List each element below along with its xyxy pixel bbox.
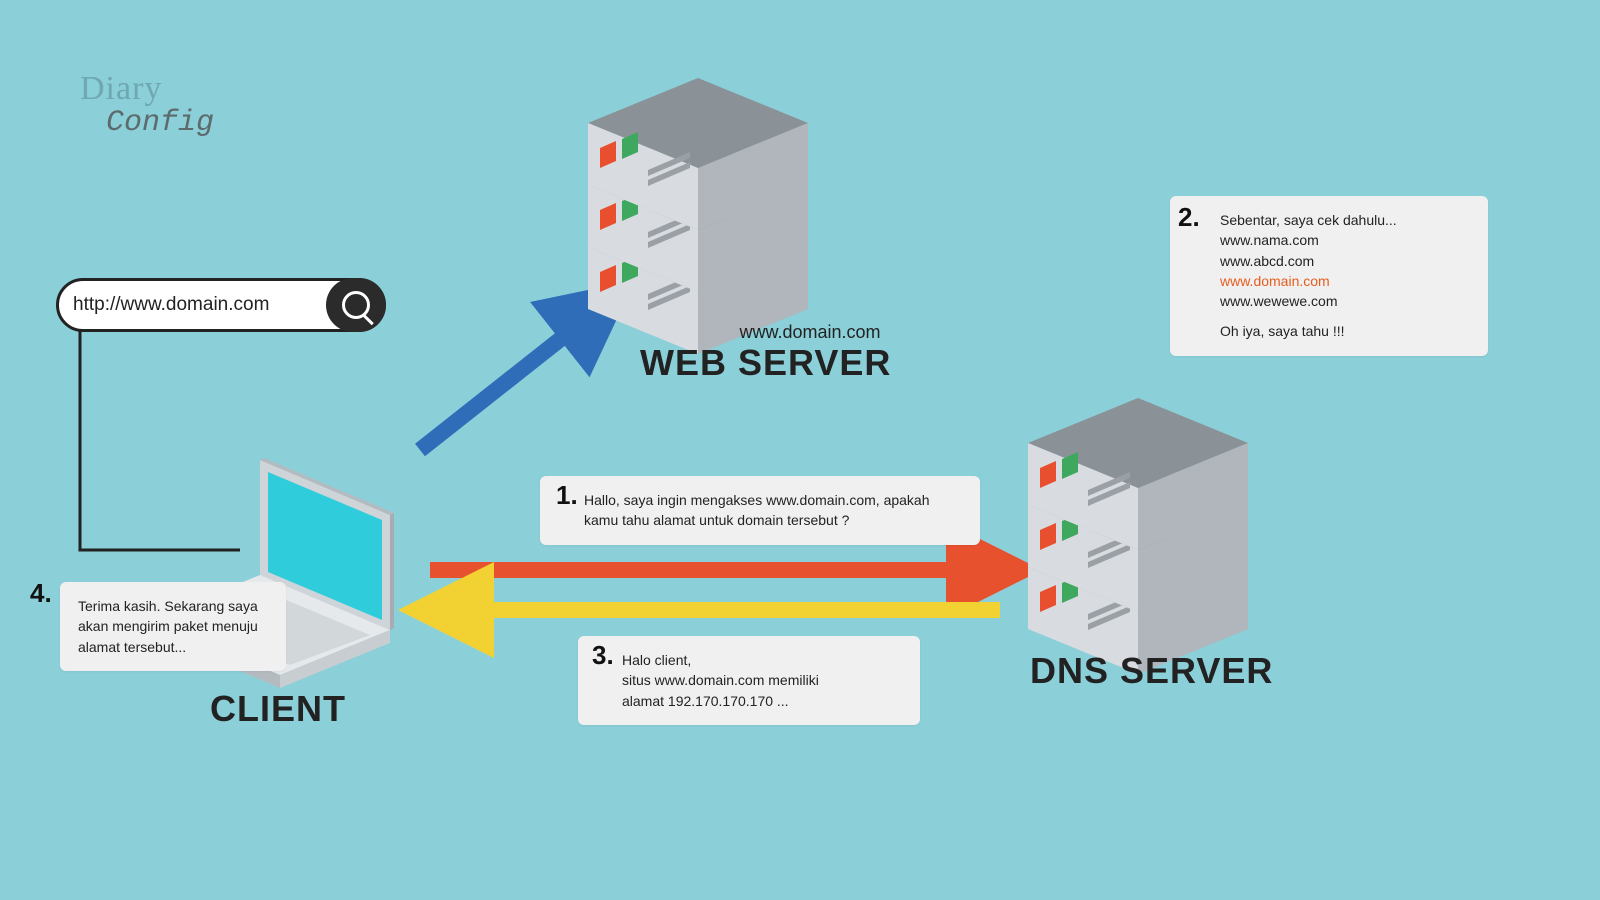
url-bar: http://www.domain.com bbox=[56, 278, 386, 332]
dns-server-label: DNS SERVER bbox=[1030, 650, 1273, 692]
step-2-post: Oh iya, saya tahu !!! bbox=[1220, 321, 1470, 341]
logo: Diary Config bbox=[80, 70, 214, 140]
step-3-line3: alamat 192.170.170.170 ... bbox=[622, 691, 902, 711]
logo-line2: Config bbox=[106, 106, 214, 140]
step-4-text: Terima kasih. Sekarang saya akan mengiri… bbox=[78, 598, 258, 655]
step-2-list-3: www.wewewe.com bbox=[1220, 291, 1470, 311]
step-3-line2: situs www.domain.com memiliki bbox=[622, 670, 902, 690]
logo-line1: Diary bbox=[80, 70, 214, 108]
step-3-line1: Halo client, bbox=[622, 650, 902, 670]
search-button[interactable] bbox=[326, 278, 386, 332]
search-icon bbox=[342, 291, 370, 319]
step-2-list-2: www.domain.com bbox=[1220, 271, 1470, 291]
step-3-number: 3. bbox=[592, 640, 614, 671]
dns-server-icon bbox=[1028, 398, 1248, 674]
step-2-number: 2. bbox=[1178, 202, 1200, 233]
client-label: CLIENT bbox=[210, 688, 346, 730]
step-3-dialog: Halo client, situs www.domain.com memili… bbox=[578, 636, 920, 725]
step-2-dialog: Sebentar, saya cek dahulu... www.nama.co… bbox=[1170, 196, 1488, 356]
web-server-label: WEB SERVER bbox=[640, 342, 891, 384]
step-4-dialog: Terima kasih. Sekarang saya akan mengiri… bbox=[60, 582, 286, 671]
step-2-list-1: www.abcd.com bbox=[1220, 251, 1470, 271]
web-server-icon bbox=[588, 78, 808, 354]
diagram-stage: Diary Config bbox=[0, 0, 1600, 900]
arrow-client-to-webserver bbox=[420, 300, 610, 450]
svg-overlay bbox=[0, 0, 1600, 900]
url-connector-line bbox=[80, 328, 240, 550]
step-2-list-0: www.nama.com bbox=[1220, 230, 1470, 250]
step-2-pre: Sebentar, saya cek dahulu... bbox=[1220, 210, 1470, 230]
web-server-sublabel: www.domain.com bbox=[700, 322, 920, 343]
step-1-text: Hallo, saya ingin mengakses www.domain.c… bbox=[584, 492, 930, 528]
url-text: http://www.domain.com bbox=[73, 294, 326, 316]
step-4-number: 4. bbox=[30, 578, 52, 609]
step-1-number: 1. bbox=[556, 480, 578, 511]
step-1-dialog: Hallo, saya ingin mengakses www.domain.c… bbox=[540, 476, 980, 545]
